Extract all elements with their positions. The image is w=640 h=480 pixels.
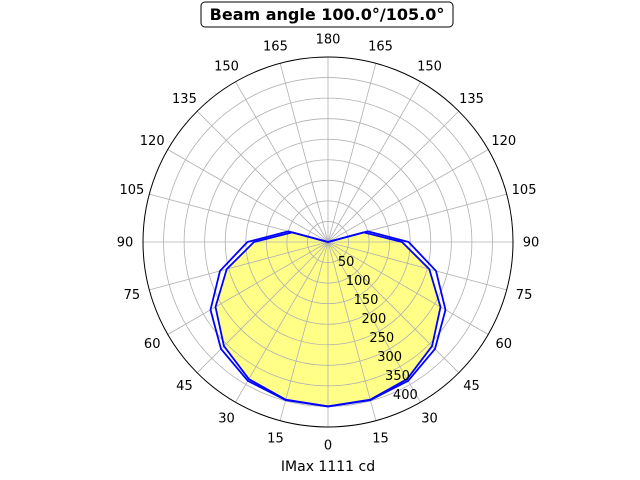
radial-tick-label: 400 xyxy=(393,388,418,403)
angle-tick-label: 135 xyxy=(459,92,484,107)
chart-title: Beam angle 100.0°/105.0° xyxy=(210,5,445,24)
angle-tick-label: 15 xyxy=(372,432,389,447)
angle-tick-label: 165 xyxy=(368,39,393,54)
angular-gridline-3 xyxy=(327,241,460,374)
angular-gridline-20 xyxy=(167,241,329,335)
angular-gridline-1 xyxy=(327,241,377,421)
angle-tick-label: 105 xyxy=(120,183,145,198)
angular-gridline-10 xyxy=(327,81,421,243)
angle-tick-label: 105 xyxy=(512,183,537,198)
radial-tick-label: 50 xyxy=(338,255,355,270)
angle-tick-label: 150 xyxy=(417,60,442,75)
radial-tick-label: 250 xyxy=(369,331,394,346)
angular-gridline-14 xyxy=(235,81,329,243)
radial-tick-label: 150 xyxy=(354,293,379,308)
angular-gridline-16 xyxy=(167,149,329,243)
angle-tick-label: 75 xyxy=(124,288,141,303)
angle-tick-label: 30 xyxy=(218,411,235,426)
angle-tick-label: 120 xyxy=(140,134,165,149)
angle-tick-label: 75 xyxy=(516,288,533,303)
polar-frame xyxy=(142,56,514,428)
angle-tick-label: 90 xyxy=(523,236,540,251)
angular-gridline-22 xyxy=(235,241,329,403)
angular-gridline-4 xyxy=(327,241,489,335)
angular-gridline-11 xyxy=(327,63,377,243)
angular-gridline-5 xyxy=(327,241,507,291)
angle-tick-label: 45 xyxy=(463,379,480,394)
angle-tick-label: 60 xyxy=(144,337,161,352)
angle-tick-label: 60 xyxy=(496,337,513,352)
radial-tick-label: 350 xyxy=(385,369,410,384)
angular-gridline-15 xyxy=(196,110,329,243)
angular-gridline-19 xyxy=(149,241,329,291)
angle-tick-label: 0 xyxy=(324,439,332,454)
series-line-1 xyxy=(209,230,447,408)
angular-gridline-23 xyxy=(279,241,329,421)
angular-gridline-9 xyxy=(327,110,460,243)
angle-tick-label: 45 xyxy=(176,379,193,394)
angle-tick-label: 30 xyxy=(421,411,438,426)
angular-gridline-2 xyxy=(327,241,421,403)
angle-tick-label: 120 xyxy=(491,134,516,149)
radial-tick-label: 200 xyxy=(361,312,386,327)
angle-tick-label: 15 xyxy=(267,432,284,447)
angle-tick-label: 165 xyxy=(263,39,288,54)
radial-tick-label: 100 xyxy=(346,274,371,289)
radial-tick-label: 300 xyxy=(377,350,402,365)
angular-gridline-13 xyxy=(279,63,329,243)
angular-gridline-8 xyxy=(327,149,489,243)
title-box xyxy=(200,1,454,28)
x-axis-label: IMax 1111 cd xyxy=(281,459,375,475)
angle-tick-label: 150 xyxy=(214,60,239,75)
angle-tick-label: 135 xyxy=(172,92,197,107)
angle-tick-label: 180 xyxy=(316,33,341,48)
angle-tick-label: 90 xyxy=(117,236,134,251)
angular-gridline-21 xyxy=(196,241,329,374)
